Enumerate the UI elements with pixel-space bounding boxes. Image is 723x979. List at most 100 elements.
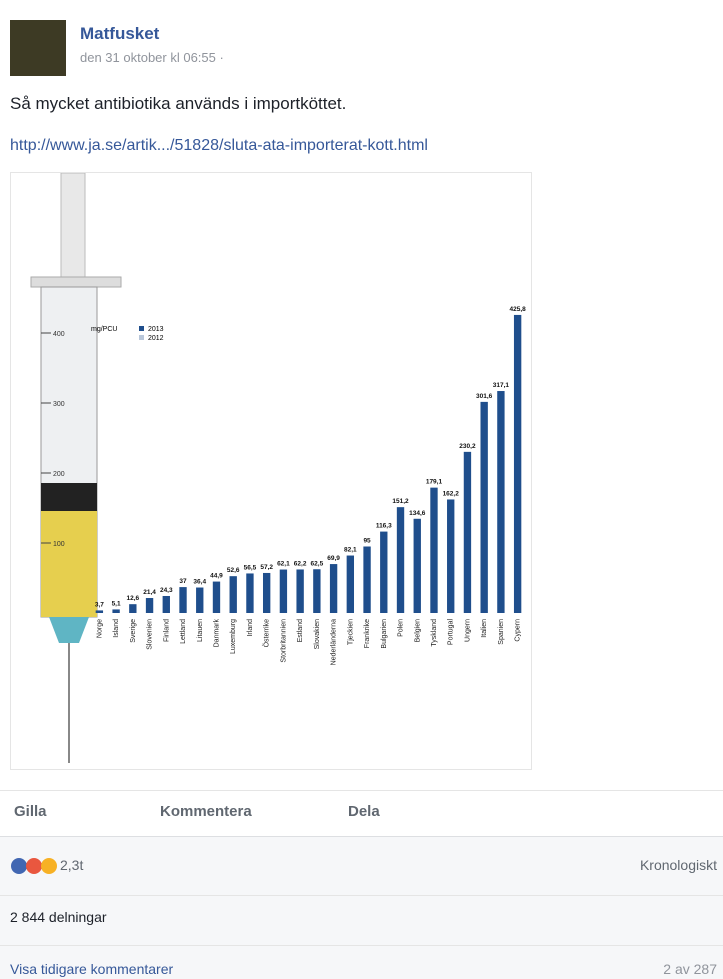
x-tick-label: Tjeckien [347, 619, 354, 645]
value-label: 62,5 [311, 560, 324, 567]
y-tick-label: 100 [53, 541, 65, 548]
y-tick-label: 200 [53, 471, 65, 478]
bar [480, 401, 488, 613]
x-tick-label: Island [113, 619, 120, 638]
x-tick-label: Irland [247, 619, 254, 637]
comment-count: 2 av 287 [663, 961, 717, 977]
reaction-count[interactable]: 2,3t [60, 857, 84, 873]
value-label: 62,1 [277, 561, 290, 568]
value-label: 24,3 [160, 587, 173, 594]
x-tick-label: Ungern [464, 619, 471, 642]
bar [95, 610, 104, 613]
x-tick-label: Bulgarien [381, 619, 388, 649]
bar [246, 573, 254, 613]
bar [296, 569, 304, 613]
author[interactable]: Matfusket [80, 24, 160, 43]
legend-label: 2012 [148, 335, 164, 342]
post-image[interactable]: mg/PCU 2013 2012 100 200 300 400 3,7 Norge 5,1… [10, 172, 532, 770]
value-label: 179,1 [426, 479, 443, 486]
more-comments[interactable]: Visa tidigare kommentarer [10, 961, 174, 977]
legend-swatch [139, 335, 144, 340]
x-tick-label: Belgien [414, 619, 421, 642]
bar [162, 595, 170, 613]
x-tick-label: Litauen [197, 619, 204, 642]
share-button[interactable]: Dela [348, 803, 380, 820]
value-label: 151,2 [392, 498, 409, 505]
x-tick-label: Norge [96, 619, 103, 638]
bar [229, 576, 237, 613]
bar [329, 564, 338, 613]
x-tick-label: Italien [481, 619, 488, 638]
bar [279, 569, 288, 613]
bar [447, 499, 455, 613]
value-label: 12,6 [126, 595, 139, 602]
value-label: 62,2 [294, 560, 307, 567]
sort-menu[interactable]: Kronologiskt [639, 857, 717, 873]
syringe [30, 172, 122, 763]
value-label: 5,1 [112, 600, 121, 607]
x-tick-label: Slovakien [314, 619, 321, 649]
share-count[interactable]: 2 844 delningar [10, 909, 107, 925]
value-label: 52,6 [227, 567, 240, 574]
value-label: 301,6 [476, 393, 493, 400]
action-bar: Gilla Kommentera Dela [0, 790, 723, 835]
bar [380, 531, 388, 613]
bar [179, 587, 187, 613]
x-tick-label: Storbritannien [280, 619, 287, 663]
value-label: 57,2 [260, 564, 273, 571]
y-tick-label: 400 [53, 331, 65, 338]
x-tick-label: Tyskland [431, 619, 438, 647]
bar [346, 555, 355, 613]
value-label: 95 [363, 538, 371, 545]
bar [430, 487, 438, 613]
bar [112, 609, 120, 613]
x-tick-label: Spanien [498, 619, 505, 645]
legend-label: 2013 [148, 326, 164, 333]
value-label: 116,3 [376, 523, 392, 530]
post-date[interactable]: den 31 oktober kl 06:55 · [80, 50, 224, 65]
x-tick-label: Danmark [213, 619, 220, 648]
post-text: Så mycket antibiotika används i importkö… [10, 94, 347, 113]
x-tick-label: Luxemburg [230, 619, 237, 654]
x-tick-label: Lettland [180, 619, 187, 644]
reaction-icons[interactable] [10, 857, 58, 875]
value-label: 317,1 [493, 382, 510, 389]
value-label: 162,2 [443, 490, 460, 497]
x-tick-label: Cypern [515, 619, 522, 642]
value-label: 3,7 [95, 601, 104, 608]
value-label: 44,9 [210, 573, 223, 580]
value-label: 37 [179, 578, 187, 585]
x-tick-label: Finland [163, 619, 170, 642]
value-label: 69,9 [327, 555, 340, 562]
bar [463, 451, 472, 613]
bar [196, 587, 204, 613]
bar [497, 391, 505, 613]
bar [129, 604, 137, 613]
value-label: 21,4 [143, 589, 156, 596]
unit-label: mg/PCU [91, 326, 117, 333]
comment-button[interactable]: Kommentera [160, 803, 252, 820]
like-button[interactable]: Gilla [14, 803, 47, 820]
x-tick-label: Sverige [130, 619, 137, 643]
footer: 2,3t Kronologiskt 2 844 delningar Visa t… [0, 836, 723, 979]
bar [363, 546, 371, 613]
post-link[interactable]: http://www.ja.se/artik.../51828/sluta-at… [10, 137, 428, 154]
bar [212, 581, 221, 613]
bar [262, 572, 271, 613]
x-tick-label: Österrike [263, 619, 271, 648]
x-tick-label: Portugal [448, 619, 455, 646]
x-tick-label: Estland [297, 619, 304, 642]
value-label: 230,2 [459, 443, 476, 450]
x-tick-label: Polen [398, 619, 405, 637]
chart: mg/PCU 2013 2012 100 200 300 400 3,7 Norge 5,1… [30, 172, 526, 763]
x-tick-label: Nederländerna [331, 619, 338, 665]
value-label: 36,4 [193, 579, 206, 586]
legend-swatch [139, 326, 144, 331]
bar [513, 314, 522, 613]
y-tick-label: 300 [53, 401, 65, 408]
value-label: 425,8 [509, 306, 526, 313]
avatar[interactable] [10, 20, 66, 76]
bar [145, 598, 154, 613]
bar [413, 518, 421, 613]
